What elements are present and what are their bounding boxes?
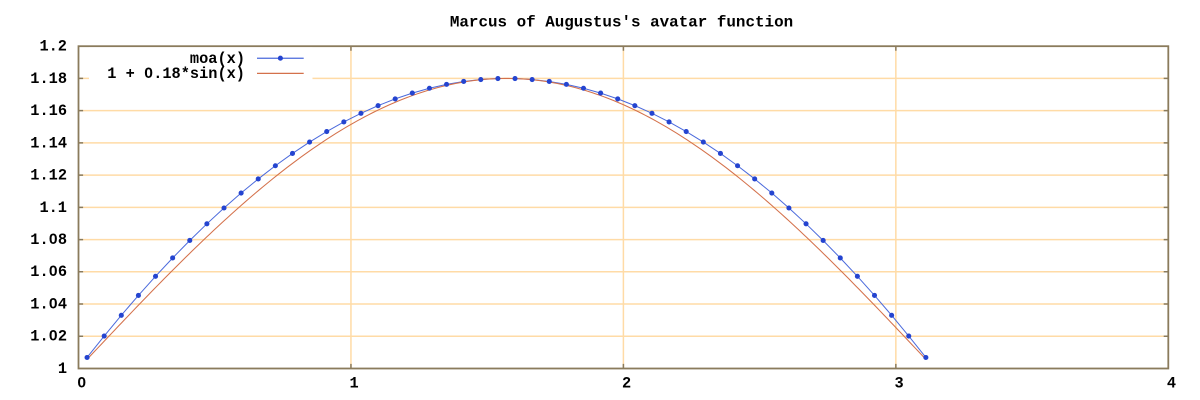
svg-text:1.1: 1.1 [39, 199, 67, 217]
svg-text:1.04: 1.04 [30, 295, 67, 313]
svg-text:1.08: 1.08 [30, 231, 67, 249]
svg-text:4: 4 [1167, 374, 1176, 392]
svg-text:1 + 0.18*sin(x): 1 + 0.18*sin(x) [107, 65, 245, 83]
svg-text:1: 1 [58, 360, 67, 378]
svg-text:1.06: 1.06 [30, 263, 67, 281]
svg-text:1: 1 [350, 374, 359, 392]
svg-text:1.12: 1.12 [30, 167, 67, 185]
svg-text:1.16: 1.16 [30, 102, 67, 120]
svg-text:1.2: 1.2 [39, 38, 67, 56]
svg-text:2: 2 [622, 374, 631, 392]
svg-text:1.14: 1.14 [30, 134, 67, 152]
svg-text:Marcus of Augustus's avatar fu: Marcus of Augustus's avatar function [450, 14, 793, 32]
svg-text:3: 3 [894, 374, 903, 392]
svg-text:moa(x): moa(x) [190, 50, 245, 68]
svg-text:1.02: 1.02 [30, 328, 67, 346]
svg-text:1.18: 1.18 [30, 70, 67, 88]
